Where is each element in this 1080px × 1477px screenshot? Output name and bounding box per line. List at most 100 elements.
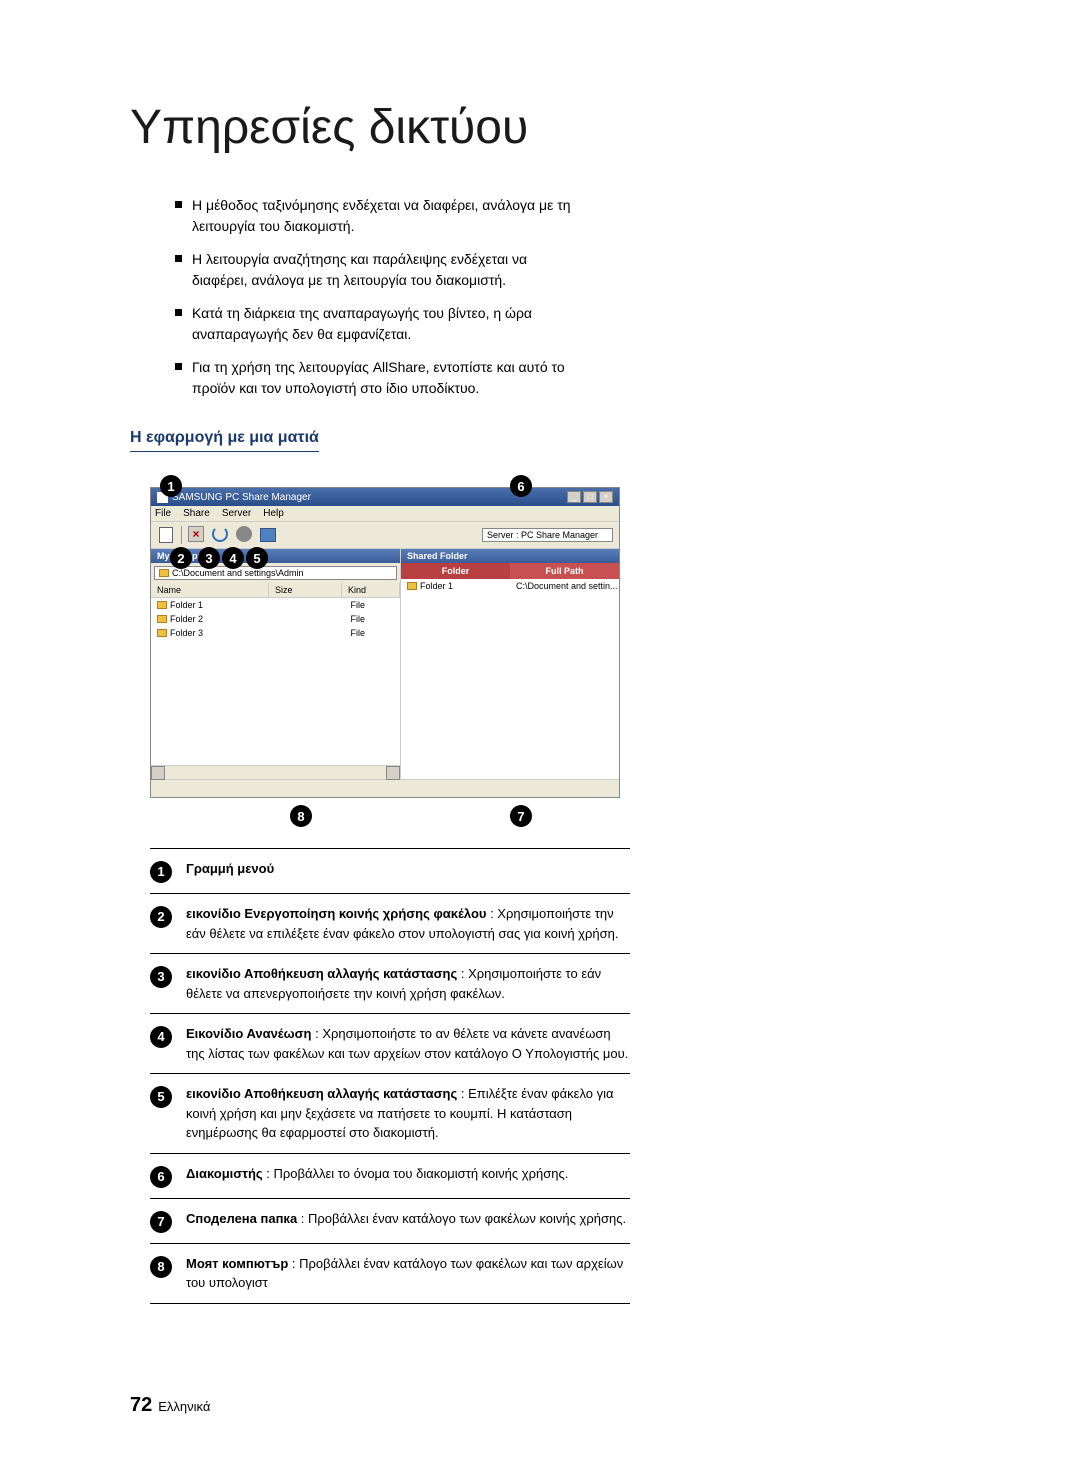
shared-path: C:\Document and settin... xyxy=(510,581,619,591)
legend-number: 5 xyxy=(150,1086,172,1108)
file-list-header: Name Size Kind xyxy=(151,583,400,598)
shared-header: Folder Full Path xyxy=(401,563,619,579)
bullet-list: Η μέθοδος ταξινόμησης ενδέχεται να διαφέ… xyxy=(175,195,950,399)
right-pane: Shared Folder Folder Full Path Folder 1 … xyxy=(401,549,619,779)
legend-text: εικονίδιο Ενεργοποίηση κοινής χρήσης φακ… xyxy=(186,904,630,943)
legend-text: εικονίδιο Αποθήκευση αλλαγής κατάστασης … xyxy=(186,1084,630,1143)
legend-number: 2 xyxy=(150,906,172,928)
legend-text: Споделена папка : Προβάλλει έναν κατάλογ… xyxy=(186,1209,630,1229)
page-title: Υπηρεσίες δικτύου xyxy=(130,100,950,155)
legend-row: 5 εικονίδιο Αποθήκευση αλλαγής κατάσταση… xyxy=(150,1074,630,1154)
scroll-track[interactable] xyxy=(165,766,386,779)
menu-server[interactable]: Server xyxy=(222,508,251,519)
maximize-button[interactable]: □ xyxy=(583,491,597,503)
callout-4: 4 xyxy=(222,547,244,569)
menubar: File Share Server Help xyxy=(151,506,619,522)
file-row[interactable]: Folder 2 File xyxy=(151,612,400,626)
bullet-text: Για τη χρήση της λειτουργίας AllShare, ε… xyxy=(192,357,572,399)
server-dropdown[interactable]: Server : PC Share Manager xyxy=(482,528,613,542)
legend-row: 3 εικονίδιο Αποθήκευση αλλαγής κατάσταση… xyxy=(150,954,630,1014)
bullet-item: Κατά τη διάρκεια της αναπαραγωγής του βί… xyxy=(175,303,950,345)
col-size[interactable]: Size xyxy=(269,583,342,597)
folder-icon xyxy=(157,629,167,637)
file-row[interactable]: Folder 1 File xyxy=(151,598,400,612)
shared-name: Folder 1 xyxy=(420,581,453,591)
col-kind[interactable]: Kind xyxy=(342,583,400,597)
file-size xyxy=(273,614,345,624)
horizontal-scrollbar[interactable] xyxy=(151,765,400,779)
toolbar: × Server : PC Share Manager xyxy=(151,522,619,549)
save-state-icon[interactable] xyxy=(260,526,278,544)
col-name[interactable]: Name xyxy=(151,583,269,597)
legend-number: 7 xyxy=(150,1211,172,1233)
callout-1: 1 xyxy=(160,475,182,497)
file-size xyxy=(273,628,345,638)
status-bar xyxy=(151,779,619,797)
legend-number: 8 xyxy=(150,1256,172,1278)
scroll-right-button[interactable] xyxy=(386,766,400,780)
menu-help[interactable]: Help xyxy=(263,508,284,519)
bullet-item: Η λειτουργία αναζήτησης και παράλειψης ε… xyxy=(175,249,950,291)
bullet-text: Κατά τη διάρκεια της αναπαραγωγής του βί… xyxy=(192,303,572,345)
file-size xyxy=(273,600,345,610)
col-folder[interactable]: Folder xyxy=(401,563,510,579)
legend-number: 6 xyxy=(150,1166,172,1188)
scroll-left-button[interactable] xyxy=(151,766,165,780)
callout-3: 3 xyxy=(198,547,220,569)
page-language: Ελληνικά xyxy=(158,1399,210,1414)
legend-text: Моят компютър : Προβάλλει έναν κατάλογο … xyxy=(186,1254,630,1293)
folder-icon xyxy=(407,582,417,590)
bullet-item: Για τη χρήση της λειτουργίας AllShare, ε… xyxy=(175,357,950,399)
square-bullet-icon xyxy=(175,201,182,208)
close-button[interactable]: × xyxy=(599,491,613,503)
file-name: Folder 1 xyxy=(170,600,203,610)
legend-row: 6 Διακομιστής : Προβάλλει το όνομα του δ… xyxy=(150,1154,630,1199)
col-path[interactable]: Full Path xyxy=(510,563,619,579)
right-pane-header: Shared Folder xyxy=(401,549,619,563)
address-bar[interactable]: C:\Document and settings\Admin xyxy=(154,566,397,580)
legend-row: 4 Εικονίδιο Ανανέωση : Χρησιμοποιήστε το… xyxy=(150,1014,630,1074)
folder-icon xyxy=(157,601,167,609)
square-bullet-icon xyxy=(175,309,182,316)
legend-text: Εικονίδιο Ανανέωση : Χρησιμοποιήστε το α… xyxy=(186,1024,630,1063)
share-folder-icon[interactable] xyxy=(157,526,175,544)
legend-table: 1 Γραμμή μενού 2 εικονίδιο Ενεργοποίηση … xyxy=(150,848,630,1304)
file-name: Folder 2 xyxy=(170,614,203,624)
toolbar-separator xyxy=(181,526,182,544)
legend-number: 1 xyxy=(150,861,172,883)
legend-number: 3 xyxy=(150,966,172,988)
settings-icon[interactable] xyxy=(236,526,254,544)
titlebar: SAMSUNG PC Share Manager _ □ × xyxy=(151,488,619,506)
bullet-text: Η λειτουργία αναζήτησης και παράλειψης ε… xyxy=(192,249,572,291)
screenshot-container: 1 6 SAMSUNG PC Share Manager _ □ × File … xyxy=(150,487,630,798)
shared-row[interactable]: Folder 1 C:\Document and settin... xyxy=(401,579,619,593)
callout-2: 2 xyxy=(170,547,192,569)
window-controls: _ □ × xyxy=(567,491,613,503)
folder-icon xyxy=(159,569,169,577)
minimize-button[interactable]: _ xyxy=(567,491,581,503)
file-kind: File xyxy=(345,614,401,624)
legend-text: Διακομιστής : Προβάλλει το όνομα του δια… xyxy=(186,1164,630,1184)
bullet-item: Η μέθοδος ταξινόμησης ενδέχεται να διαφέ… xyxy=(175,195,950,237)
legend-row: 2 εικονίδιο Ενεργοποίηση κοινής χρήσης φ… xyxy=(150,894,630,954)
page-number: 72 xyxy=(130,1394,152,1417)
refresh-icon[interactable] xyxy=(212,526,230,544)
app-window: SAMSUNG PC Share Manager _ □ × File Shar… xyxy=(150,487,620,798)
legend-text: εικονίδιο Αποθήκευση αλλαγής κατάστασης … xyxy=(186,964,630,1003)
legend-row: 8 Моят компютър : Προβάλλει έναν κατάλογ… xyxy=(150,1244,630,1304)
legend-row: 1 Γραμμή μενού xyxy=(150,848,630,894)
menu-file[interactable]: File xyxy=(155,508,171,519)
unshare-icon[interactable]: × xyxy=(188,526,206,544)
shared-rows: Folder 1 C:\Document and settin... xyxy=(401,579,619,779)
file-row[interactable]: Folder 3 File xyxy=(151,626,400,640)
callout-8: 8 xyxy=(290,805,312,827)
file-kind: File xyxy=(345,628,401,638)
file-rows: Folder 1 File Folder 2 File Folder 3 xyxy=(151,598,400,765)
square-bullet-icon xyxy=(175,363,182,370)
folder-icon xyxy=(157,615,167,623)
legend-row: 7 Споделена папка : Προβάλλει έναν κατάλ… xyxy=(150,1199,630,1244)
page-footer: 72 Ελληνικά xyxy=(130,1394,210,1417)
panes: My Computer C:\Document and settings\Adm… xyxy=(151,549,619,779)
menu-share[interactable]: Share xyxy=(183,508,210,519)
bullet-text: Η μέθοδος ταξινόμησης ενδέχεται να διαφέ… xyxy=(192,195,572,237)
